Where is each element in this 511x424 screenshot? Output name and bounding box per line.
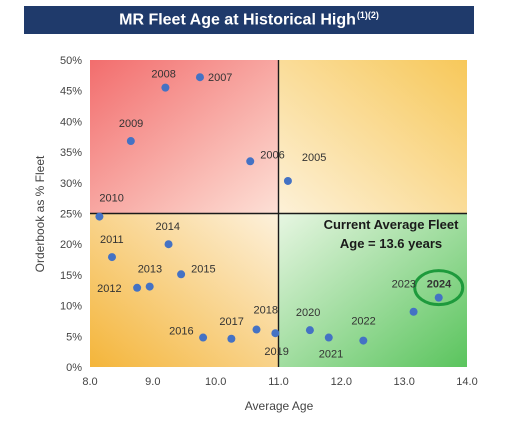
point-2016 — [199, 333, 208, 342]
point-2006 — [246, 157, 255, 166]
chart-title: MR Fleet Age at Historical High(1)(2) — [119, 10, 379, 29]
y-tick-label: 25% — [60, 209, 82, 221]
quadrant-bottom-right — [278, 213, 467, 367]
x-tick-label: 8.0 — [82, 376, 97, 388]
point-label-2018: 2018 — [254, 305, 278, 317]
point-label-2023: 2023 — [392, 279, 416, 291]
annotation-line-2: Age = 13.6 years — [340, 236, 442, 251]
point-label-2011: 2011 — [100, 234, 124, 246]
point-label-2024: 2024 — [427, 279, 452, 291]
point-2017 — [227, 334, 236, 343]
quadrant-bottom-left — [90, 213, 279, 367]
point-label-2007: 2007 — [208, 72, 232, 84]
point-2008 — [161, 83, 170, 92]
quadrant-top-right — [278, 60, 467, 214]
title-bar: MR Fleet Age at Historical High(1)(2) — [24, 6, 474, 34]
y-tick-label: 5% — [66, 331, 82, 343]
point-label-2006: 2006 — [260, 149, 284, 161]
quadrant-backgrounds — [90, 60, 467, 367]
y-tick-label: 35% — [60, 147, 82, 159]
point-label-2017: 2017 — [219, 316, 243, 328]
chart-title-text: MR Fleet Age at Historical High — [119, 11, 356, 29]
x-tick-label: 14.0 — [456, 376, 477, 388]
point-2007 — [195, 73, 204, 82]
point-label-2015: 2015 — [191, 263, 215, 275]
point-2013 — [145, 282, 154, 291]
point-label-2014: 2014 — [156, 221, 180, 233]
point-2018 — [252, 325, 261, 334]
point-2012 — [133, 283, 142, 292]
x-tick-label: 13.0 — [393, 376, 414, 388]
point-label-2021: 2021 — [319, 349, 343, 361]
x-tick-label: 9.0 — [145, 376, 160, 388]
point-2020 — [305, 326, 314, 335]
point-label-2009: 2009 — [119, 118, 143, 130]
point-2014 — [164, 240, 173, 249]
x-axis-title: Average Age — [245, 399, 314, 413]
current-age-annotation: Current Average Fleet Age = 13.6 years — [324, 217, 460, 251]
y-tick-label: 20% — [60, 239, 82, 251]
y-tick-label: 40% — [60, 116, 82, 128]
point-label-2012: 2012 — [97, 283, 121, 295]
point-label-2008: 2008 — [151, 69, 175, 81]
y-tick-label: 45% — [60, 86, 82, 98]
point-2015 — [177, 270, 186, 279]
point-2010 — [95, 212, 104, 221]
y-tick-label: 50% — [60, 55, 82, 67]
point-2005 — [283, 176, 292, 185]
point-label-2013: 2013 — [138, 264, 162, 276]
point-2024 — [434, 293, 443, 302]
y-axis-title: Orderbook as % Fleet — [33, 155, 47, 272]
y-tick-label: 30% — [60, 178, 82, 190]
x-tick-label: 11.0 — [268, 376, 289, 388]
point-2019 — [271, 329, 280, 338]
y-tick-label: 15% — [60, 270, 82, 282]
point-2009 — [126, 137, 135, 146]
point-2021 — [324, 333, 333, 342]
point-2023 — [409, 307, 418, 316]
point-label-2005: 2005 — [302, 152, 326, 164]
y-tick-label: 0% — [66, 362, 82, 374]
x-tick-label: 10.0 — [205, 376, 226, 388]
point-label-2022: 2022 — [351, 316, 375, 328]
y-axis-ticks: 0% 5% 10% 15% 20% 25% 30% 35% 40% 45% 50% — [60, 55, 82, 374]
annotation-line-1: Current Average Fleet — [324, 217, 460, 232]
point-label-2020: 2020 — [296, 307, 320, 319]
chart-title-superscript: (1)(2) — [356, 10, 379, 21]
y-tick-label: 10% — [60, 301, 82, 313]
data-point-labels: 2005 2006 2007 2008 2009 2010 2011 2012 2013 2014… — [97, 69, 452, 361]
quadrant-dividers — [90, 60, 467, 367]
point-label-2016: 2016 — [169, 326, 193, 338]
point-label-2010: 2010 — [99, 193, 123, 205]
x-axis-ticks: 8.0 9.0 10.0 11.0 12.0 13.0 14.0 — [82, 376, 477, 388]
data-points — [95, 73, 465, 345]
point-label-2019: 2019 — [264, 346, 288, 358]
point-2011 — [107, 253, 116, 262]
x-tick-label: 12.0 — [331, 376, 352, 388]
highlight-ring-2024 — [413, 269, 465, 307]
quadrant-top-left — [90, 60, 279, 214]
point-2022 — [359, 336, 368, 345]
